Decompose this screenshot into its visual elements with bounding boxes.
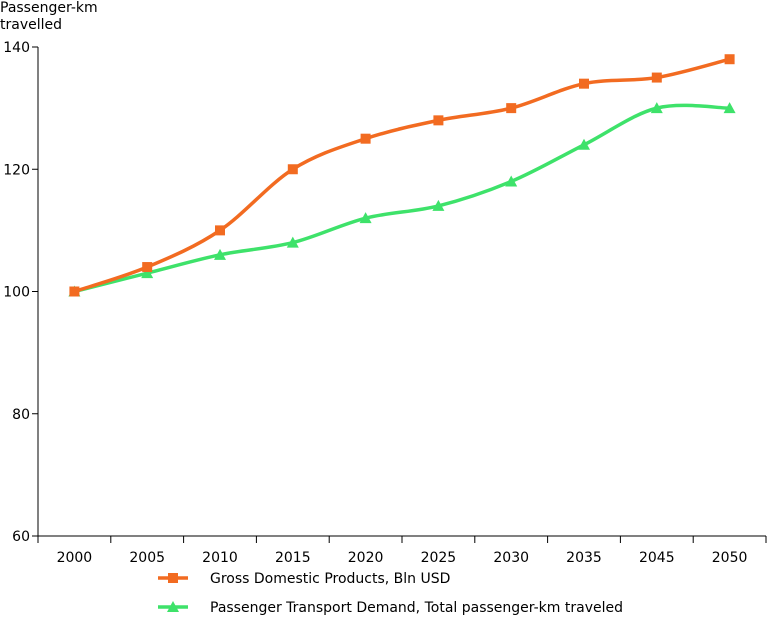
legend: Gross Domestic Products, Bln USD Passenge…	[158, 571, 623, 616]
data-point-marker	[359, 212, 372, 224]
legend-label: Gross Domestic Products, Bln USD	[210, 571, 450, 587]
data-point-marker	[724, 54, 735, 65]
x-tick-label: 2010	[202, 550, 238, 566]
data-point-marker	[578, 138, 590, 150]
x-tick-label: 2020	[348, 550, 384, 566]
y-axis-title-line-1: Passenger-km	[0, 0, 98, 16]
data-point-marker	[286, 236, 299, 248]
data-point-marker	[287, 164, 298, 175]
y-tick-label: 140	[3, 40, 30, 56]
data-point-marker	[69, 286, 80, 297]
series-passenger-demand	[68, 102, 736, 297]
data-point-marker	[723, 102, 736, 114]
data-point-marker	[215, 225, 225, 236]
y-tick-label: 80	[12, 407, 30, 423]
data-point-marker	[142, 262, 153, 273]
x-tick-label: 2050	[712, 550, 748, 566]
x-tick-label: 2035	[566, 550, 602, 566]
y-tick-label: 120	[3, 162, 30, 178]
data-point-marker	[506, 103, 517, 114]
series-line	[73, 57, 731, 294]
x-tick-label: 2005	[129, 550, 165, 566]
legend-item: Gross Domestic Products, Bln USD	[158, 571, 450, 587]
x-tick-label: 2000	[57, 550, 93, 566]
x-axis-ticks: 2000 2005 2010 2015 2020 2025 2030 2035 2045 2050	[37, 536, 767, 566]
data-point-marker	[650, 102, 663, 114]
series-group	[68, 54, 736, 297]
data-point-marker	[433, 115, 444, 126]
y-tick-label: 60	[12, 529, 30, 545]
legend-item: Passenger Transport Demand, Total passen…	[158, 600, 623, 616]
series-line	[73, 103, 730, 294]
data-point-marker	[360, 133, 371, 144]
legend-swatch-marker	[168, 573, 178, 583]
x-tick-label: 2030	[493, 550, 529, 566]
data-point-marker	[432, 199, 445, 211]
data-point-marker	[505, 175, 518, 187]
y-axis-title-line-2: travelled	[0, 17, 63, 33]
y-axis-title: Passenger-km travelled	[0, 0, 98, 34]
x-tick-label: 2025	[421, 550, 457, 566]
legend-swatch-marker	[167, 601, 179, 612]
y-axis-ticks: 60 80 100 120 140	[3, 40, 38, 545]
x-tick-label: 2045	[639, 550, 675, 566]
x-tick-label: 2015	[275, 550, 311, 566]
series-gdp	[69, 54, 735, 297]
data-point-marker	[214, 248, 226, 260]
y-tick-label: 100	[3, 285, 30, 301]
data-point-marker	[579, 78, 589, 89]
legend-label: Passenger Transport Demand, Total passen…	[210, 600, 623, 616]
data-point-marker	[141, 267, 154, 279]
axes	[37, 47, 766, 537]
data-point-marker	[651, 72, 662, 83]
